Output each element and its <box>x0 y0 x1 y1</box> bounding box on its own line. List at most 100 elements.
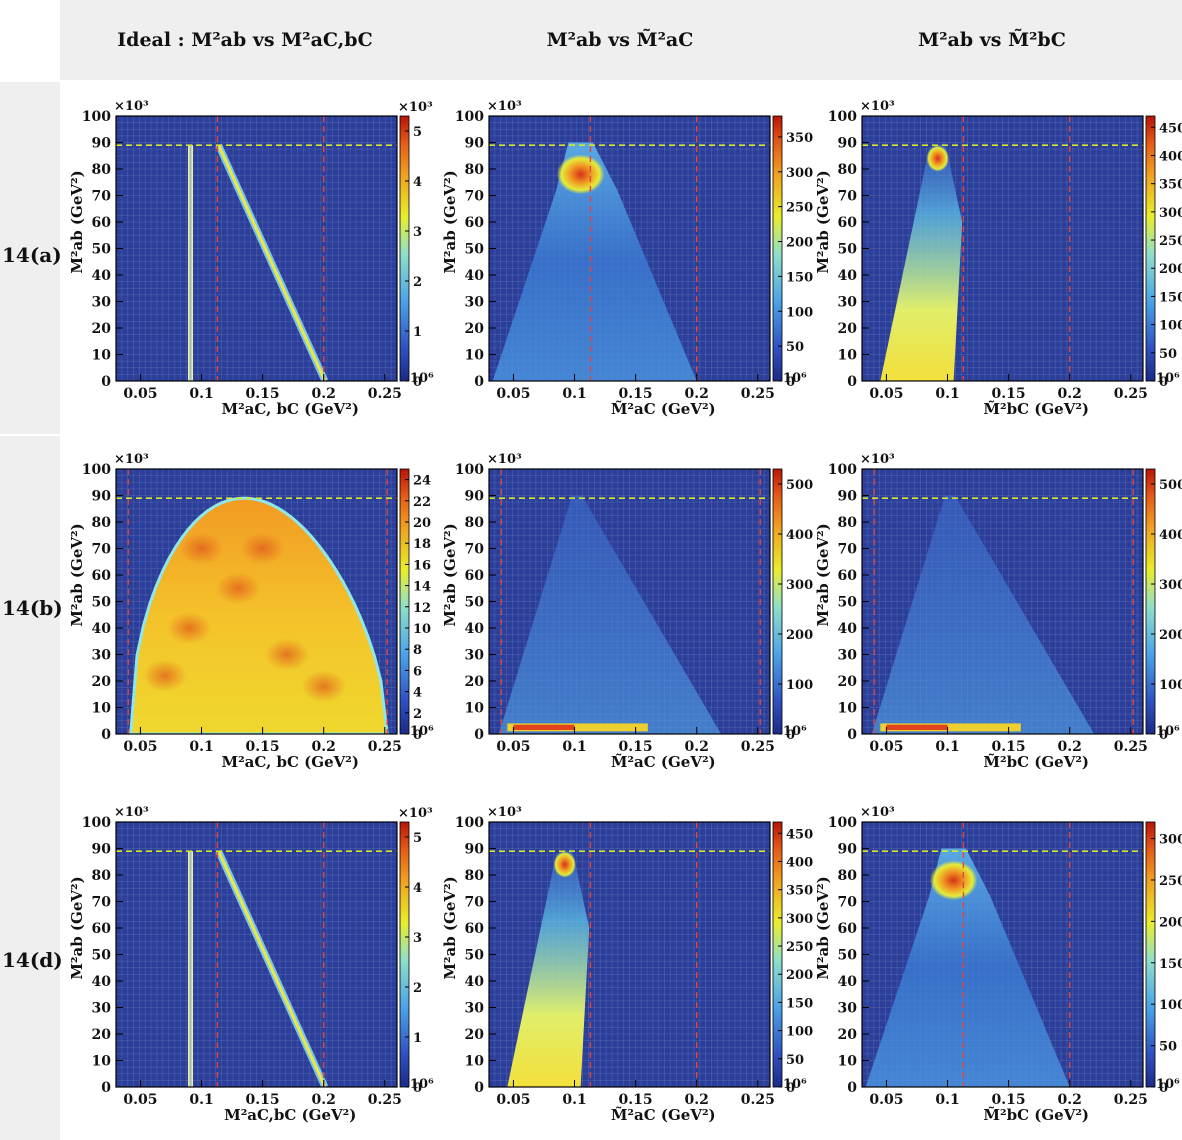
color-bar-multiplier: ×10³ <box>398 806 433 821</box>
y-tick-label: 90 <box>838 136 858 152</box>
x-tick-label: 0.15 <box>619 739 653 755</box>
y-tick-label: 30 <box>838 1001 858 1017</box>
color-bar-tick-label: 200 <box>1159 915 1182 930</box>
color-bar-tick-label: 400 <box>786 528 813 543</box>
x-tick-label: 0.15 <box>992 1092 1026 1108</box>
y-tick-label: 30 <box>838 295 858 311</box>
y-tick-label: 30 <box>465 295 485 311</box>
y-tick-label: 60 <box>838 215 858 231</box>
color-bar <box>1145 115 1156 382</box>
y-tick-label: 30 <box>92 648 112 664</box>
y-axis-title: M²ab (GeV²) <box>441 170 459 273</box>
x-tick-label: 0.05 <box>869 739 903 755</box>
x-tick-label: 0.05 <box>869 1092 903 1108</box>
color-bar-tick-label: 250 <box>786 201 813 216</box>
x-tick-label: 0.25 <box>741 386 775 402</box>
density-peak <box>929 860 978 901</box>
y-tick-label: 70 <box>838 542 858 558</box>
y-tick-label: 80 <box>838 515 858 531</box>
column-header-aC: M²ab vs M̃²aC <box>546 29 694 51</box>
y-axis-title: M²ab (GeV²) <box>68 876 86 979</box>
y-axis-title: M²ab (GeV²) <box>68 523 86 626</box>
y-axis-title: M²ab (GeV²) <box>441 876 459 979</box>
y-tick-label: 60 <box>465 215 485 231</box>
color-bar-tick-label: 2 <box>413 981 422 996</box>
y-tick-label: 40 <box>465 268 485 284</box>
color-bar <box>1145 821 1156 1088</box>
x-tick-label: 0.05 <box>496 739 530 755</box>
x-tick-label: 0.2 <box>312 739 336 755</box>
y-tick-label: 20 <box>92 321 112 337</box>
plot-background <box>116 822 397 1087</box>
color-bar-tick-label: 5 <box>413 125 422 140</box>
y-tick-label: 50 <box>465 595 485 611</box>
y-tick-label: 50 <box>92 948 112 964</box>
color-bar-tick-label: 20 <box>413 516 431 531</box>
y-axis-title: M²ab (GeV²) <box>814 876 832 979</box>
header-band <box>60 0 1182 80</box>
x-tick-label: 0.15 <box>246 1092 280 1108</box>
color-bar-tick-label: 300 <box>786 166 813 181</box>
color-bar-tick-label: 2 <box>413 275 422 290</box>
color-bar <box>399 115 410 382</box>
y-tick-label: 10 <box>92 701 112 717</box>
x-axis-title: M̃²bC (GeV²) <box>983 400 1089 418</box>
y-multiplier: ×10³ <box>487 452 522 467</box>
color-bar <box>399 468 410 735</box>
y-tick-label: 70 <box>465 542 485 558</box>
density-region <box>871 495 1095 734</box>
x-tick-label: 0.25 <box>741 739 775 755</box>
y-tick-label: 60 <box>838 568 858 584</box>
y-tick-label: 40 <box>465 974 485 990</box>
y-multiplier: ×10³ <box>860 99 895 114</box>
color-bar-tick-label: 0 <box>786 1081 795 1096</box>
color-bar-tick-label: 350 <box>1159 178 1182 193</box>
color-bar-tick-label: 6 <box>413 664 422 679</box>
x-tick-label: 0.15 <box>246 739 280 755</box>
y-axis-title: M²ab (GeV²) <box>814 523 832 626</box>
color-bar-multiplier: ×10³ <box>398 100 433 115</box>
color-bar-tick-label: 100 <box>1159 319 1182 334</box>
color-bar-tick-label: 14 <box>413 580 431 595</box>
y-tick-label: 90 <box>465 136 485 152</box>
x-tick-label: 0.25 <box>368 739 402 755</box>
y-tick-label: 40 <box>838 268 858 284</box>
y-tick-label: 60 <box>465 921 485 937</box>
color-bar-tick-label: 150 <box>1159 957 1182 972</box>
y-tick-label: 70 <box>92 895 112 911</box>
y-tick-label: 20 <box>838 1027 858 1043</box>
color-bar-tick-label: 16 <box>413 558 431 573</box>
x-axis-title: M²aC, bC (GeV²) <box>222 753 359 771</box>
panel-r0c1: 0.05 0.1 0.15 0.2 0.25 0 10 20 30 40 50 60 70 80 90 100… <box>441 99 813 418</box>
x-tick-label: 0.2 <box>685 1092 709 1108</box>
x-tick-label: 0.15 <box>619 386 653 402</box>
x-tick-label: 0.1 <box>562 1092 586 1108</box>
x-tick-label: 0.05 <box>869 386 903 402</box>
density-region <box>507 848 590 1087</box>
y-tick-label: 90 <box>92 489 112 505</box>
color-bar-tick-label: 300 <box>1159 578 1182 593</box>
y-tick-label: 60 <box>92 215 112 231</box>
x-tick-label: 0.1 <box>189 1092 213 1108</box>
panel-r1c2: 0.05 0.1 0.15 0.2 0.25 0 10 20 30 40 50 60 70 80 90 100… <box>814 452 1182 771</box>
y-tick-label: 100 <box>82 462 111 478</box>
y-tick-label: 100 <box>828 462 857 478</box>
x-tick-label: 0.2 <box>1058 386 1082 402</box>
density-region <box>865 848 1070 1087</box>
color-bar-tick-label: 200 <box>1159 628 1182 643</box>
row-band-d <box>0 788 60 1140</box>
x-tick-label: 0.15 <box>992 739 1026 755</box>
row-band-a <box>0 82 60 434</box>
y-tick-label: 30 <box>92 295 112 311</box>
density-peak <box>553 851 576 878</box>
y-tick-label: 30 <box>838 648 858 664</box>
y-tick-label: 10 <box>92 1054 112 1070</box>
y-tick-label: 70 <box>838 189 858 205</box>
color-bar-tick-label: 100 <box>786 678 813 693</box>
color-bar-tick-label: 0 <box>413 375 422 390</box>
y-multiplier: ×10³ <box>114 805 149 820</box>
y-tick-label: 50 <box>92 242 112 258</box>
color-bar-tick-label: 150 <box>786 996 813 1011</box>
x-tick-label: 0.15 <box>619 1092 653 1108</box>
y-tick-label: 10 <box>465 701 485 717</box>
